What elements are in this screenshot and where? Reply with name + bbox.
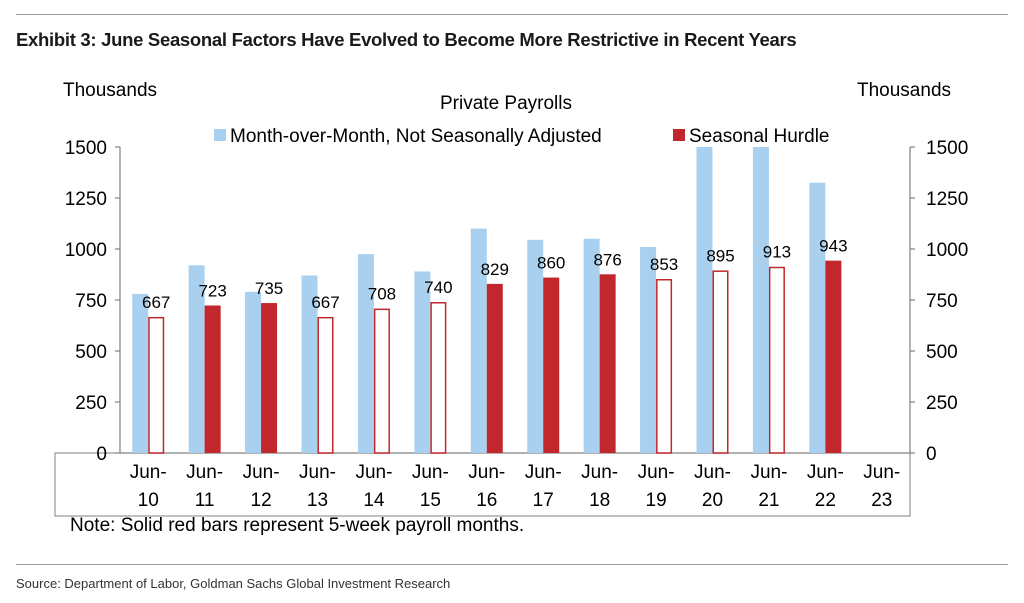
bar-hurdle-hollow: [656, 278, 673, 454]
chart-note: Note: Solid red bars represent 5-week pa…: [70, 515, 524, 536]
x-tick-label-year: 10: [138, 490, 159, 511]
bar-hurdle-solid: [204, 305, 221, 453]
bar-hurdle-solid: [261, 303, 278, 453]
bar-label-hurdle: 895: [706, 246, 734, 265]
y-tick-label-left: 1250: [65, 189, 107, 210]
bar-label-hurdle: 853: [650, 255, 678, 274]
bar-nsa: [809, 182, 826, 453]
x-tick-label-year: 22: [815, 490, 836, 511]
x-tick-label: Jun-: [243, 462, 280, 483]
y-tick-label-left: 500: [75, 342, 107, 363]
bar-nsa: [696, 147, 713, 453]
bar-hurdle-hollow: [373, 308, 390, 454]
bar-label-hurdle: 860: [537, 254, 565, 273]
x-tick-label-year: 11: [195, 490, 215, 511]
bar-nsa: [414, 271, 431, 453]
bar-label-hurdle: 735: [255, 279, 283, 298]
bar-label-hurdle: 913: [763, 243, 791, 262]
y-tick-label-right: 1250: [926, 189, 968, 210]
x-tick-label-year: 23: [871, 490, 892, 511]
bars: [132, 147, 842, 454]
bar-labels: 667 723 735 667 708 740 829 860 876 853 895 913 943: [142, 237, 848, 312]
x-tick-label: Jun-: [355, 462, 392, 483]
x-tick-label-year: 13: [307, 490, 328, 511]
bar-nsa: [245, 291, 262, 453]
x-tick-label: Jun-: [807, 462, 844, 483]
y-tick-label-right: 1500: [926, 138, 968, 159]
x-labels: Jun- 10 Jun- 11 Jun- 12 Jun- 13 Jun- 14 Jun- 15 Jun-…: [130, 462, 901, 511]
y-tick-label-right: 0: [926, 444, 937, 465]
x-tick-label-year: 15: [420, 490, 441, 511]
y-tick-label-left: 1000: [65, 240, 107, 261]
bar-label-hurdle: 667: [142, 293, 170, 312]
x-tick-label: Jun-: [694, 462, 731, 483]
x-tick-label: Jun-: [468, 462, 505, 483]
bar-nsa: [470, 228, 487, 453]
x-tick-label: Jun-: [638, 462, 675, 483]
bar-hurdle-solid: [825, 260, 842, 453]
bar-label-hurdle: 723: [198, 282, 226, 301]
chart: 0 0 250 250 500 500 750 750 1000 1000 1250 1250 1500…: [54, 80, 969, 536]
exhibit-title: Exhibit 3: June Seasonal Factors Have Ev…: [16, 29, 797, 50]
y-tick-label-right: 750: [926, 291, 958, 312]
legend: Month-over-Month, Not Seasonally Adjuste…: [214, 126, 829, 147]
x-tick-label: Jun-: [525, 462, 562, 483]
x-tick-label-year: 18: [589, 490, 610, 511]
x-tick-label: Jun-: [863, 462, 900, 483]
y-tick-label-right: 250: [926, 393, 958, 414]
y-axis-title-left: Thousands: [63, 80, 157, 101]
x-tick-label-year: 21: [758, 490, 779, 511]
legend-swatch-hurdle: [673, 129, 685, 141]
x-tick-label: Jun-: [581, 462, 618, 483]
y-axis-title-right: Thousands: [857, 80, 951, 101]
bar-hurdle-hollow: [430, 302, 447, 454]
x-tick-label-year: 12: [251, 490, 272, 511]
bar-hurdle-hollow: [712, 270, 729, 454]
y-tick-label-left: 750: [75, 291, 107, 312]
bar-nsa: [752, 147, 769, 453]
x-tick-label-year: 16: [476, 490, 497, 511]
y-tick-label-right: 500: [926, 342, 958, 363]
bar-label-hurdle: 876: [593, 250, 621, 269]
x-tick-label: Jun-: [130, 462, 167, 483]
bar-hurdle-solid: [486, 283, 503, 453]
legend-label-hurdle: Seasonal Hurdle: [689, 126, 829, 147]
x-tick-label: Jun-: [299, 462, 336, 483]
y-ticks: 0 0 250 250 500 500 750 750 1000 1000 1250 1250 1500…: [65, 138, 969, 465]
bar-nsa: [527, 239, 544, 453]
y-tick-label-left: 1500: [65, 138, 107, 159]
bar-hurdle-hollow: [768, 266, 785, 454]
bar-hurdle-solid: [599, 274, 616, 453]
bar-nsa: [132, 293, 149, 453]
bar-nsa: [583, 238, 600, 453]
bar-label-hurdle: 943: [819, 237, 847, 256]
legend-swatch-nsa: [214, 129, 226, 141]
x-tick-label-year: 20: [702, 490, 723, 511]
bottom-rule: [16, 564, 1008, 565]
bar-label-hurdle: 708: [368, 285, 396, 304]
bar-nsa: [640, 246, 657, 453]
x-tick-label-year: 14: [363, 490, 385, 511]
bar-label-hurdle: 667: [311, 293, 339, 312]
bar-nsa: [357, 254, 374, 453]
bar-hurdle-hollow: [148, 316, 165, 454]
x-tick-label-year: 19: [646, 490, 667, 511]
legend-label-nsa: Month-over-Month, Not Seasonally Adjuste…: [230, 126, 602, 147]
top-rule: [16, 14, 1008, 15]
bar-label-hurdle: 829: [481, 260, 509, 279]
bar-hurdle-solid: [543, 277, 560, 453]
bar-hurdle-hollow: [317, 316, 334, 454]
bar-nsa: [188, 265, 205, 453]
x-tick-label: Jun-: [412, 462, 449, 483]
x-tick-label: Jun-: [750, 462, 787, 483]
y-tick-label-left: 250: [75, 393, 107, 414]
bar-nsa: [301, 275, 318, 453]
x-tick-label: Jun-: [186, 462, 223, 483]
y-tick-label-right: 1000: [926, 240, 968, 261]
bar-label-hurdle: 740: [424, 278, 452, 297]
y-tick-label-left: 0: [96, 444, 107, 465]
chart-title: Private Payrolls: [440, 93, 572, 114]
source-note: Source: Department of Labor, Goldman Sac…: [16, 576, 451, 591]
x-tick-label-year: 17: [533, 490, 554, 511]
